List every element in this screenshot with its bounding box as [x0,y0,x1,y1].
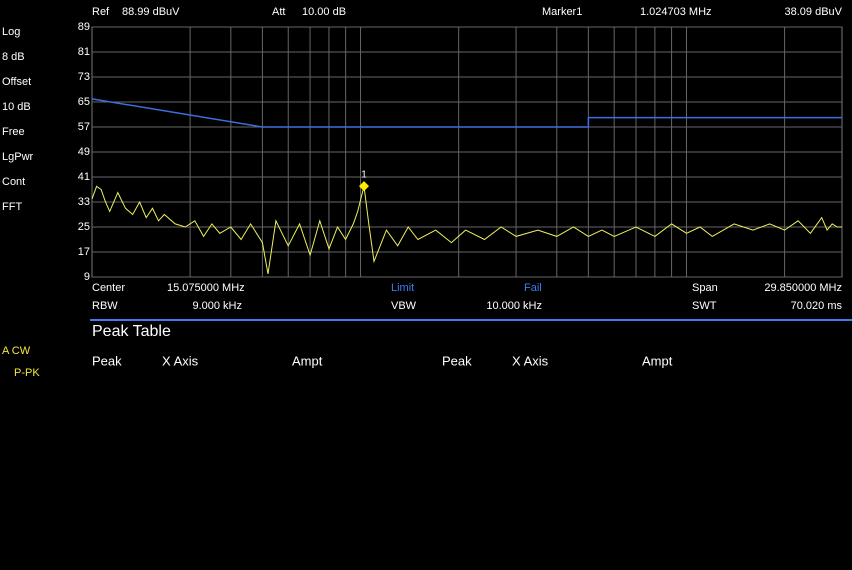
y-tick-label: 9 [84,271,90,283]
att-label: Att [272,6,285,18]
sidebar-label: Free [2,126,25,138]
marker-freq: 1.024703 MHz [640,6,712,18]
column-header: Peak [442,353,472,368]
sidebar-label: LgPwr [2,151,34,163]
y-tick-label: 17 [78,246,90,258]
column-header: Peak [92,353,122,368]
y-tick-label: 65 [78,96,90,108]
y-tick-label: 89 [78,21,90,33]
column-header: Ampt [642,353,673,368]
limit-label: Limit [391,282,414,294]
y-tick-label: 73 [78,71,90,83]
ref-label: Ref [92,6,110,18]
marker-number: 1 [361,170,367,181]
peak-table-title: Peak Table [92,323,171,340]
center-value: 15.075000 MHz [167,282,245,294]
column-header: X Axis [162,353,199,368]
ref-value: 88.99 dBuV [122,6,180,18]
y-tick-label: 49 [78,146,90,158]
marker-ampl: 38.09 dBuV [785,6,843,18]
swt-value: 70.020 ms [791,300,843,312]
sidebar-label: Cont [2,176,25,188]
trace [91,185,842,274]
att-value: 10.00 dB [302,6,346,18]
marker [358,181,369,192]
vbw-value: 10.000 kHz [486,300,542,312]
y-tick-label: 33 [78,196,90,208]
y-tick-label: 41 [78,171,90,183]
mode-label: P-PK [14,367,40,379]
y-tick-label: 57 [78,121,90,133]
mode-label: A CW [2,345,31,357]
vbw-label: VBW [391,300,417,312]
sidebar-label: Log [2,26,20,38]
column-header: Ampt [292,353,323,368]
y-tick-label: 25 [78,221,90,233]
sidebar-label: FFT [2,201,22,213]
swt-label: SWT [692,300,717,312]
limit-line [91,98,842,128]
y-tick-label: 81 [78,46,90,58]
span-label: Span [692,282,718,294]
span-value: 29.850000 MHz [764,282,842,294]
sidebar-label: Offset [2,76,31,88]
sidebar-label: 10 dB [2,101,31,113]
column-header: X Axis [512,353,549,368]
rbw-value: 9.000 kHz [192,300,242,312]
marker-label: Marker1 [542,6,582,18]
rbw-label: RBW [92,300,118,312]
sidebar-label: 8 dB [2,51,25,63]
fail-label: Fail [524,282,542,294]
center-label: Center [92,282,125,294]
